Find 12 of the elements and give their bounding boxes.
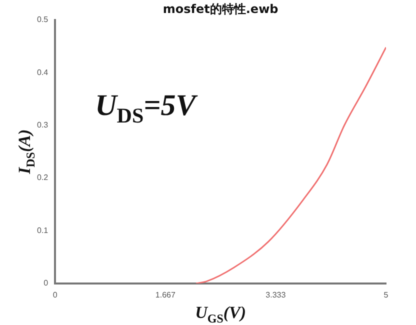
x-tick-label: 5	[384, 290, 389, 300]
y-tick-label: 0.4	[36, 68, 49, 77]
y-tick-label: 0	[44, 278, 49, 288]
chart-title: mosfet的特性.ewb	[162, 2, 279, 16]
y-tick-label: 0.3	[36, 120, 49, 130]
x-tick-label: 1.667	[155, 290, 176, 300]
y-tick-label: 0.2	[36, 173, 49, 182]
y-tick-label: 0.5	[36, 15, 49, 24]
y-axis-title: IDS(A)	[15, 129, 38, 176]
y-tick-label: 0.1	[36, 226, 49, 235]
x-tick-label: 3.333	[266, 290, 286, 300]
x-tick-label: 0	[52, 290, 58, 300]
